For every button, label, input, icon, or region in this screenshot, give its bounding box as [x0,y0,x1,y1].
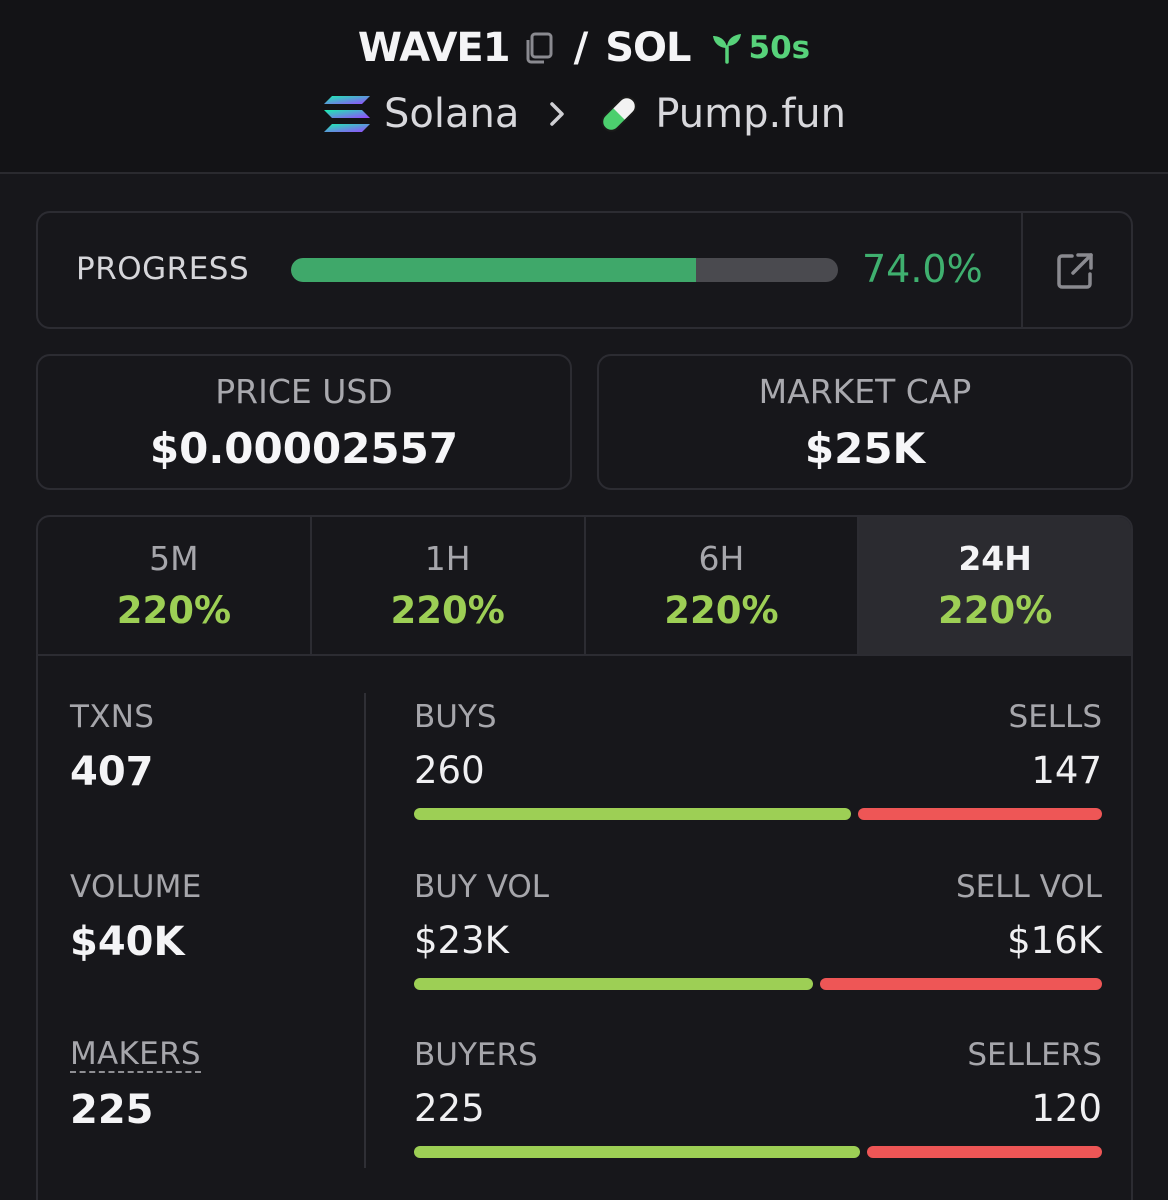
buys-sells-bar [414,808,1102,820]
price-usd-card: PRICE USD $0.00002557 [36,354,572,490]
sell-vol-label: SELL VOL [956,869,1102,905]
price-change: 220% [116,589,232,632]
makers-metric: MAKERS 225 [70,1037,201,1133]
market-cap-card: MARKET CAP $25K [597,354,1133,490]
chevron-right-icon [550,102,565,126]
buys-sells-split: BUYS SELLS 260 147 [414,699,1102,820]
buy-bar [414,808,851,820]
pair-age-badge: 50s [709,30,811,66]
buy-bar [414,978,813,990]
tab-label: 1H [424,539,471,578]
volume-metric: VOLUME $40K [70,869,202,965]
period-tabs: 5M 220% 1H 220% 6H 220% 24H 220% [38,517,1131,656]
progress-bar [291,258,838,282]
stats-divider [364,693,366,1168]
tab-24h[interactable]: 24H 220% [859,517,1131,654]
tab-label: 24H [958,539,1032,578]
sell-vol-value: $16K [1007,919,1102,962]
volume-label: VOLUME [70,869,202,905]
sell-bar [866,1146,1102,1158]
market-cap-value: $25K [804,424,926,473]
progress-percent: 74.0% [862,247,983,291]
sell-bar [857,808,1102,820]
tab-1h[interactable]: 1H 220% [312,517,586,654]
buys-value: 260 [414,749,485,792]
buyers-sellers-bar [414,1146,1102,1158]
stats-panel: 5M 220% 1H 220% 6H 220% 24H 220% TXNS 40… [36,515,1133,1200]
solana-icon [324,96,370,132]
tab-label: 5M [149,539,199,578]
progress-divider [1021,213,1023,327]
tab-6h[interactable]: 6H 220% [586,517,860,654]
buyers-sellers-split: BUYERS SELLERS 225 120 [414,1037,1102,1158]
progress-bar-fill [291,258,696,282]
sells-label: SELLS [1008,699,1102,735]
price-change: 220% [664,589,779,632]
pair-title-row: WAVE1 / SOL 50s [0,22,1168,74]
makers-value: 225 [70,1087,154,1133]
bonding-progress-card: PROGRESS 74.0% [36,211,1133,329]
market-cap-label: MARKET CAP [758,372,972,411]
tab-label: 6H [698,539,745,578]
progress-label: PROGRESS [76,251,250,287]
external-link-icon[interactable] [1054,250,1096,292]
breadcrumb: Solana Pump.fun [0,86,1168,142]
pair-header: WAVE1 / SOL 50s [0,0,1168,174]
buys-label: BUYS [414,699,497,735]
price-change: 220% [390,589,505,632]
makers-label[interactable]: MAKERS [70,1036,201,1073]
tab-5m[interactable]: 5M 220% [38,517,312,654]
sellers-label: SELLERS [967,1037,1102,1073]
chain-link[interactable]: Solana [384,91,520,137]
volume-value: $40K [70,919,185,965]
pair-separator: / [573,25,589,71]
copy-icon[interactable] [522,31,556,65]
price-change: 220% [937,589,1053,632]
buy-vol-value: $23K [414,919,509,962]
buy-vol-label: BUY VOL [414,869,550,905]
price-usd-value: $0.00002557 [149,424,459,473]
buy-bar [414,1146,860,1158]
sell-bar [819,978,1102,990]
pair-age: 50s [748,30,811,66]
sellers-value: 120 [1031,1087,1102,1130]
pill-icon [601,96,638,132]
txns-label: TXNS [70,699,155,735]
dex-link[interactable]: Pump.fun [655,91,846,137]
txns-metric: TXNS 407 [70,699,154,795]
volume-split: BUY VOL SELL VOL $23K $16K [414,869,1102,990]
token-symbol: WAVE1 [357,25,511,71]
price-usd-label: PRICE USD [215,372,393,411]
quote-symbol: SOL [605,25,691,71]
seedling-icon [712,34,741,64]
txns-value: 407 [70,749,154,795]
buyers-value: 225 [414,1087,485,1130]
buyers-label: BUYERS [414,1037,538,1073]
volume-split-bar [414,978,1102,990]
sells-value: 147 [1031,749,1102,792]
